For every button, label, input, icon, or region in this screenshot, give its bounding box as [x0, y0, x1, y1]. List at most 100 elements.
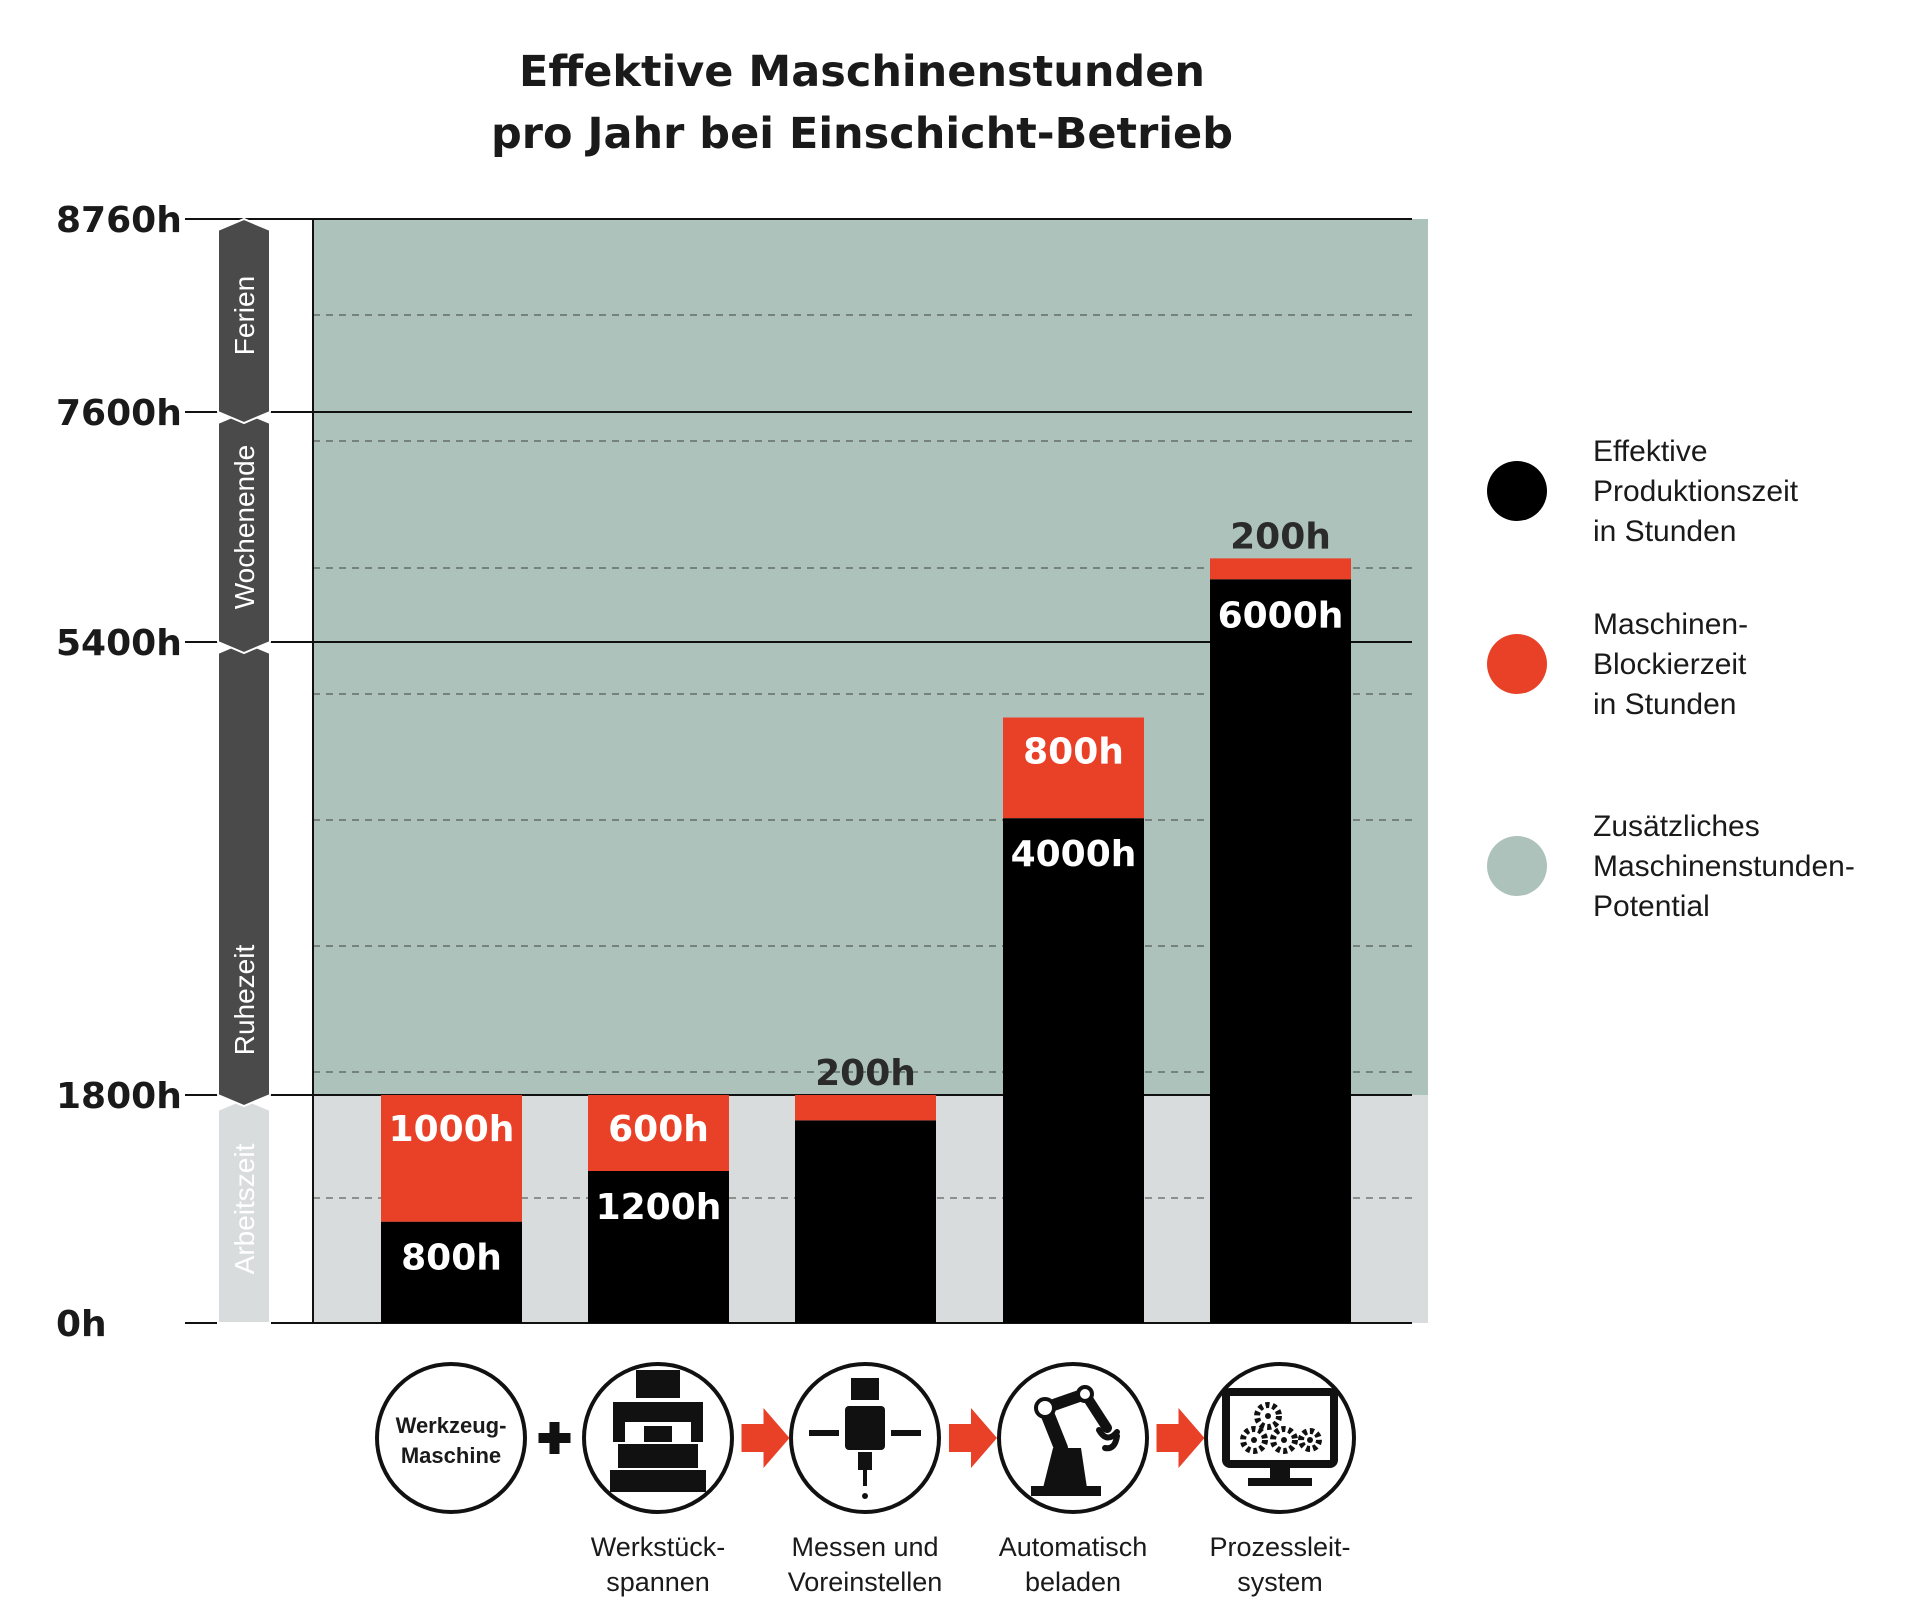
process-steps: Werkzeug- Maschine Werkstück-spannen Messen…	[375, 1362, 1356, 1597]
process-step: Prozessleit-system	[1204, 1362, 1356, 1597]
chart-title-line-1: Effektive Maschinenstunden	[519, 47, 1205, 97]
clamp-upper-jaw	[618, 1402, 698, 1422]
tool-point	[862, 1493, 868, 1499]
tool-presetting-icon	[809, 1378, 921, 1499]
legend-label: Blockierzeit	[1593, 648, 1747, 681]
robot-foot	[1031, 1486, 1101, 1496]
bar-effective-label: 800h	[401, 1238, 502, 1279]
bar-effective	[795, 1120, 936, 1323]
legend-swatch	[1487, 634, 1547, 694]
gear-hub	[1265, 1413, 1271, 1419]
process-step: Werkstück-spannen	[582, 1362, 734, 1597]
tool-tip	[863, 1470, 867, 1486]
monitor-gears-icon	[1222, 1388, 1338, 1486]
clamp-lower-jaw	[618, 1444, 698, 1468]
step-caption: Prozessleit-	[1209, 1532, 1350, 1562]
time-band-segment	[217, 217, 271, 425]
arrow-right-icon	[949, 1408, 997, 1468]
legend-label: Potential	[1593, 890, 1710, 923]
legend: Effektive Produktionszeit in Stunden Maschi…	[1487, 435, 1855, 923]
arrow-right-icon	[741, 1408, 790, 1468]
bar-blocked	[381, 1095, 522, 1222]
legend-label: in Stunden	[1593, 515, 1736, 548]
y-axis-labels: 8760h 7600h 5400h 1800h 0h	[56, 200, 182, 1345]
robot-base	[1043, 1448, 1087, 1488]
gear-hub	[1281, 1437, 1287, 1443]
bar-effective	[1210, 579, 1351, 1323]
bar-blocked-label: 800h	[1023, 732, 1124, 773]
robot-arm-icon	[1031, 1385, 1120, 1496]
step-caption: system	[1237, 1567, 1323, 1597]
y-tick-label: 1800h	[56, 1076, 182, 1117]
bar-blocked-label: 200h	[1230, 516, 1331, 557]
time-band-label: Ferien	[229, 276, 260, 355]
robot-joint	[1034, 1397, 1056, 1419]
y-tick-label: 5400h	[56, 623, 182, 664]
probe-left	[809, 1430, 839, 1436]
bar-blocked	[795, 1095, 936, 1121]
chart-title-line-2: pro Jahr bei Einschicht-Betrieb	[491, 109, 1233, 159]
bars: 800h 1000h 1200h 600h 200h 4000h 800h 6000h 200h	[381, 516, 1351, 1323]
step-caption: beladen	[1025, 1567, 1121, 1597]
spindle-body	[845, 1406, 885, 1450]
process-step: Werkzeug- Maschine	[375, 1362, 527, 1514]
clamp-workpiece	[644, 1426, 672, 1442]
legend-label: Maschinenstunden-	[1593, 850, 1855, 883]
time-band-label: Wochenende	[229, 445, 260, 610]
bar-effective	[588, 1171, 729, 1323]
clamp-base	[610, 1470, 706, 1492]
gear-hub	[1251, 1437, 1257, 1443]
process-step: Messen und Voreinstellen	[788, 1362, 943, 1597]
legend-label: Effektive	[1593, 435, 1708, 468]
step-circle	[375, 1362, 527, 1514]
robot-gripper	[1096, 1427, 1120, 1452]
legend-label: Produktionszeit	[1593, 475, 1799, 508]
legend-label: in Stunden	[1593, 688, 1736, 721]
probe-right	[891, 1430, 921, 1436]
monitor-stand	[1270, 1464, 1290, 1480]
bar-blocked	[1210, 558, 1351, 580]
bar-effective-label: 1200h	[596, 1187, 722, 1228]
tool-holder	[858, 1452, 872, 1470]
bar-blocked	[1003, 717, 1144, 819]
legend-label: Maschinen-	[1593, 608, 1748, 641]
process-step: Automatisch beladen	[997, 1362, 1149, 1597]
bar-effective-label: 6000h	[1218, 595, 1344, 636]
plus-icon	[549, 1422, 560, 1454]
step-caption: spannen	[606, 1567, 710, 1597]
step-caption: Voreinstellen	[788, 1567, 943, 1597]
gear-hub	[1307, 1437, 1313, 1443]
time-band-axis: Arbeitszeit Ruhezeit Wochenende Ferien	[217, 217, 271, 1324]
y-tick-label: 7600h	[56, 393, 182, 434]
monitor-foot	[1248, 1478, 1312, 1486]
step-caption: Automatisch	[999, 1532, 1148, 1562]
bar-blocked-label: 1000h	[389, 1109, 515, 1150]
arrow-right-icon	[1156, 1408, 1205, 1468]
legend-swatch	[1487, 836, 1547, 896]
bar-effective	[1003, 818, 1144, 1323]
clamp-top	[636, 1370, 680, 1398]
time-band-label: Arbeitszeit	[229, 1143, 260, 1274]
bar-blocked	[588, 1095, 729, 1171]
step-caption: Werkstück-	[591, 1532, 726, 1562]
legend-swatch	[1487, 461, 1547, 521]
spindle-top	[851, 1378, 879, 1400]
bar-blocked-label: 200h	[815, 1053, 916, 1094]
bar-effective	[381, 1221, 522, 1323]
y-tick-label: 0h	[56, 1304, 107, 1345]
clamp-right-arm	[691, 1402, 703, 1442]
bar-blocked-label: 600h	[608, 1109, 709, 1150]
bar-effective-label: 4000h	[1011, 834, 1137, 875]
robot-joint	[1076, 1385, 1094, 1403]
step-circle	[997, 1362, 1149, 1514]
step-caption: Messen und	[791, 1532, 938, 1562]
clamp-left-arm	[613, 1402, 625, 1442]
legend-label: Zusätzliches	[1593, 810, 1760, 843]
time-band-label: Ruhezeit	[229, 945, 260, 1056]
machine-tool-icon: Werkzeug- Maschine	[396, 1413, 507, 1468]
monitor-frame	[1222, 1388, 1338, 1468]
y-tick-label: 8760h	[56, 200, 182, 241]
workpiece-clamp-icon	[610, 1370, 706, 1492]
machine-label: Maschine	[401, 1443, 501, 1468]
